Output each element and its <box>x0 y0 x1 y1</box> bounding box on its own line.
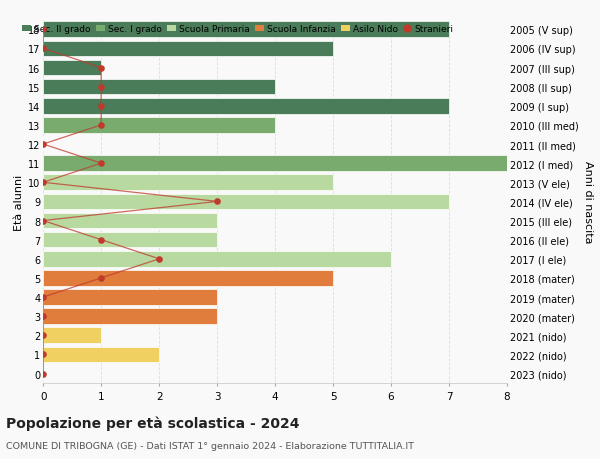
Bar <box>43 61 101 76</box>
Point <box>38 332 48 339</box>
Legend: Sec. II grado, Sec. I grado, Scuola Primaria, Scuola Infanzia, Asilo Nido, Stran: Sec. II grado, Sec. I grado, Scuola Prim… <box>22 25 454 34</box>
Point <box>38 351 48 358</box>
Point <box>97 84 106 91</box>
Bar <box>43 99 449 114</box>
Y-axis label: Anni di nascita: Anni di nascita <box>583 161 593 243</box>
Point <box>38 45 48 53</box>
Point <box>38 141 48 148</box>
Point <box>38 179 48 186</box>
Bar <box>43 156 507 172</box>
Bar <box>43 22 449 38</box>
Bar <box>43 118 275 134</box>
Point <box>38 313 48 320</box>
Point <box>154 256 164 263</box>
Bar <box>43 290 217 305</box>
Bar <box>43 308 217 325</box>
Point <box>38 27 48 34</box>
Point <box>97 274 106 282</box>
Bar <box>43 41 333 57</box>
Point <box>97 236 106 244</box>
Point <box>97 103 106 110</box>
Bar <box>43 175 333 190</box>
Point <box>38 294 48 301</box>
Text: COMUNE DI TRIBOGNA (GE) - Dati ISTAT 1° gennaio 2024 - Elaborazione TUTTITALIA.I: COMUNE DI TRIBOGNA (GE) - Dati ISTAT 1° … <box>6 441 414 450</box>
Point <box>212 198 222 206</box>
Bar <box>43 79 275 95</box>
Bar <box>43 328 101 343</box>
Point <box>97 160 106 168</box>
Bar <box>43 213 217 229</box>
Point <box>38 370 48 377</box>
Bar <box>43 194 449 210</box>
Bar <box>43 347 159 363</box>
Bar <box>43 270 333 286</box>
Text: Popolazione per età scolastica - 2024: Popolazione per età scolastica - 2024 <box>6 415 299 430</box>
Y-axis label: Età alunni: Età alunni <box>14 174 24 230</box>
Point <box>97 65 106 72</box>
Point <box>38 218 48 225</box>
Bar <box>43 252 391 267</box>
Point <box>97 122 106 129</box>
Bar <box>43 232 217 248</box>
